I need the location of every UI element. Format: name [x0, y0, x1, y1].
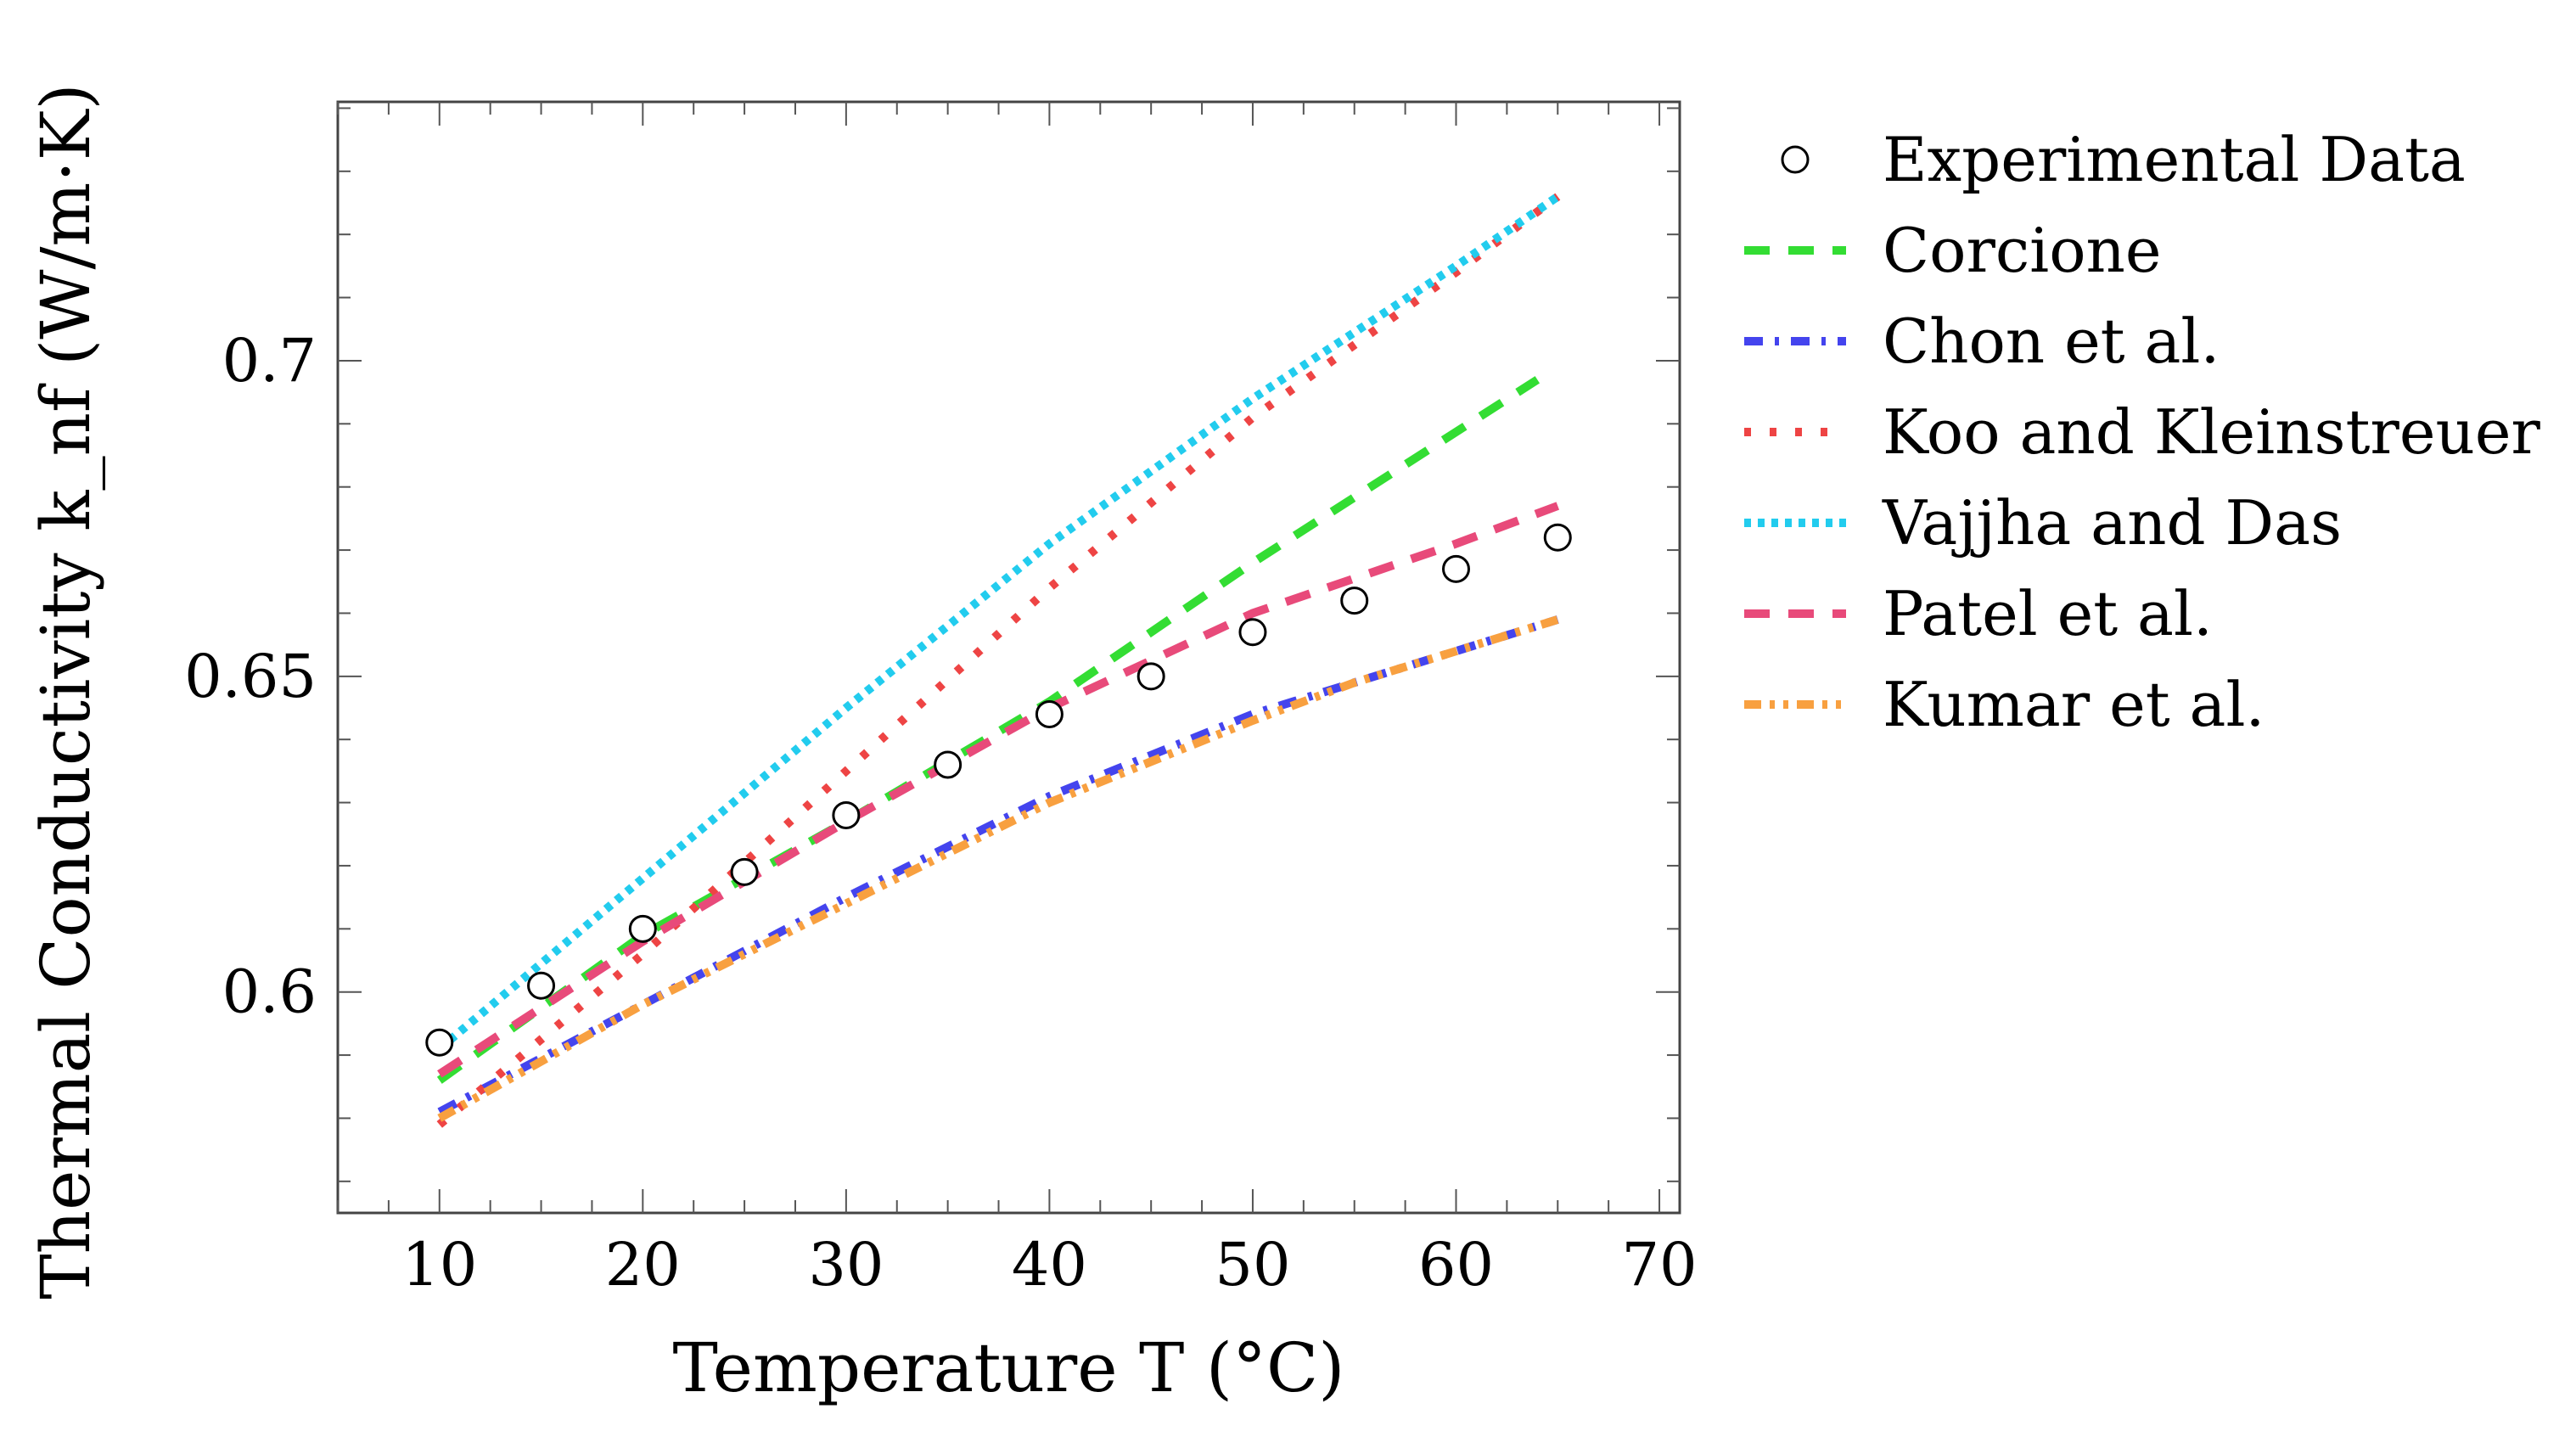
y-tick-label: 0.6 [222, 957, 317, 1027]
legend-label-chon-et-al: Chon et al. [1883, 306, 2220, 377]
x-tick-label: 30 [808, 1230, 884, 1299]
tick-labels: 10 20 30 40 50 60 70 0.6 0.65 0.7 [184, 326, 1697, 1299]
series-line-corcione [436, 376, 1541, 1084]
axis-ticks [337, 102, 1680, 1213]
series-layer [425, 193, 1572, 1128]
data-point-experimental-data [425, 1028, 454, 1057]
series-line-koo-and-kleinstreuer [436, 193, 1561, 1128]
legend-label-corcione: Corcione [1883, 215, 2162, 286]
series-line-vajjha-and-das [436, 193, 1561, 1052]
y-axis-title: Thermal Conductivity k_nf (W/m·K) [26, 83, 105, 1299]
data-point-experimental-data [934, 750, 962, 779]
series-line-kumar-et-al [437, 615, 1559, 1122]
x-axis-title-text: Temperature T (°C) [673, 1328, 1345, 1407]
x-tick-label: 60 [1418, 1230, 1494, 1299]
x-tick-label: 40 [1012, 1230, 1087, 1299]
y-tick-label: 0.65 [184, 642, 317, 711]
x-tick-label: 10 [401, 1230, 477, 1299]
legend-swatch-experimental-data [1781, 145, 1810, 174]
data-point-experimental-data [730, 857, 759, 886]
y-axis-title-text: Thermal Conductivity k_nf (W/m·K) [26, 83, 105, 1299]
data-point-experimental-data [1340, 587, 1369, 615]
legend-label-experimental-data: Experimental Data [1883, 124, 2466, 195]
plot-frame [336, 100, 1681, 1215]
x-axis-title: Temperature T (°C) [673, 1328, 1345, 1407]
x-tick-label: 70 [1622, 1230, 1698, 1299]
legend-label-vajjha-and-das: Vajjha and Das [1882, 487, 2342, 559]
legend-label-patel-et-al: Patel et al. [1883, 578, 2213, 649]
x-tick-label: 50 [1215, 1230, 1290, 1299]
data-point-experimental-data [1136, 662, 1165, 691]
data-point-experimental-data [628, 914, 657, 943]
legend: Experimental Data Corcione Chon et al. Koo … [1744, 124, 2540, 740]
data-point-experimental-data [832, 800, 861, 829]
data-point-experimental-data [1442, 554, 1470, 583]
legend-label-kumar-et-al: Kumar et al. [1883, 669, 2265, 740]
legend-label-koo-and-kleinstreuer: Koo and Kleinstreuer [1883, 396, 2540, 468]
data-point-experimental-data [1543, 523, 1572, 552]
data-point-experimental-data [527, 971, 556, 1000]
data-point-experimental-data [1035, 699, 1064, 728]
data-point-experimental-data [1238, 618, 1267, 647]
x-tick-label: 20 [605, 1230, 681, 1299]
y-tick-label: 0.7 [222, 326, 317, 396]
